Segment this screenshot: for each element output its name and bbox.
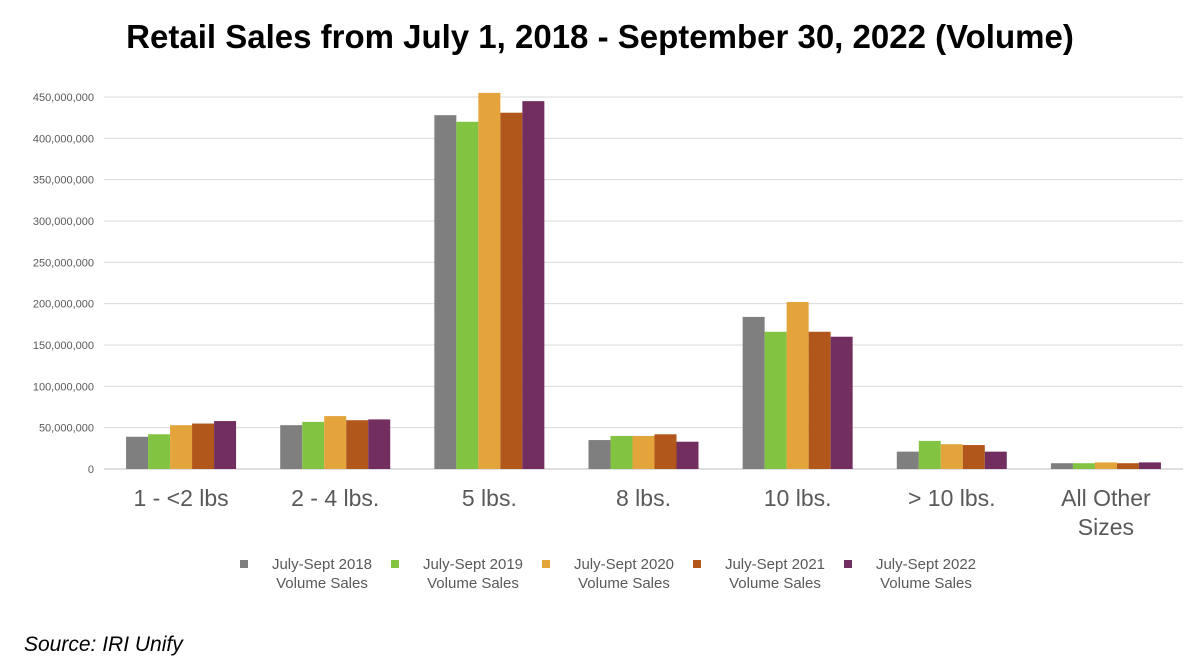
- y-tick-label: 300,000,000: [33, 216, 94, 228]
- y-tick-label: 150,000,000: [33, 340, 94, 352]
- legend-label: July-Sept 2018 Volume Sales: [271, 556, 373, 592]
- legend-label: July-Sept 2020 Volume Sales: [573, 556, 675, 592]
- bar: [170, 425, 193, 469]
- bar: [126, 436, 149, 469]
- bar: [764, 331, 787, 469]
- bar: [192, 423, 215, 469]
- bar: [654, 434, 677, 469]
- bar: [808, 331, 831, 469]
- bar: [148, 434, 171, 469]
- bar: [940, 444, 963, 469]
- bar: [918, 440, 941, 469]
- x-tick-label: 2 - 4 lbs.: [291, 485, 379, 511]
- bar: [478, 92, 501, 469]
- bar: [830, 336, 853, 469]
- bar: [786, 302, 809, 469]
- legend-swatch: [542, 560, 550, 568]
- x-tick-label: 5 lbs.: [462, 485, 517, 511]
- y-tick-label: 450,000,000: [33, 92, 94, 104]
- y-tick-label: 100,000,000: [33, 381, 94, 393]
- legend-label: July-Sept 2021 Volume Sales: [724, 556, 826, 592]
- bar: [456, 121, 479, 470]
- y-tick-label: 200,000,000: [33, 299, 94, 311]
- legend-swatch: [391, 560, 399, 568]
- bar: [1050, 463, 1073, 469]
- bar: [500, 112, 523, 469]
- x-tick-label: > 10 lbs.: [908, 485, 996, 511]
- legend-swatch: [693, 560, 701, 568]
- x-tick-label: 10 lbs.: [764, 485, 832, 511]
- bar: [324, 416, 347, 469]
- y-tick-label: 400,000,000: [33, 133, 94, 145]
- legend: July-Sept 2018 Volume Sales July-Sept 201…: [240, 555, 1000, 595]
- bar: [522, 101, 545, 469]
- bar: [302, 421, 325, 469]
- bar: [984, 451, 1007, 469]
- legend-label: July-Sept 2022 Volume Sales: [875, 556, 977, 592]
- legend-swatch: [240, 560, 248, 568]
- bar: [632, 435, 655, 469]
- bar: [434, 115, 457, 469]
- bar: [214, 421, 237, 469]
- bar: [1094, 462, 1117, 469]
- bar: [1072, 463, 1095, 469]
- x-tick-label: All Other Sizes: [1061, 485, 1151, 540]
- x-tick-label: 8 lbs.: [616, 485, 671, 511]
- bar: [610, 435, 633, 469]
- bar: [742, 316, 765, 469]
- bar: [962, 445, 985, 469]
- y-tick-label: 0: [88, 464, 94, 476]
- bar: [676, 441, 699, 469]
- chart-title: Retail Sales from July 1, 2018 - Septemb…: [126, 18, 1074, 55]
- legend-swatch: [844, 560, 852, 568]
- bar: [896, 451, 919, 469]
- source-note: Source: IRI Unify: [24, 633, 183, 656]
- bar: [280, 425, 303, 469]
- y-tick-label: 350,000,000: [33, 175, 94, 187]
- bar: [1138, 462, 1161, 469]
- bar: [368, 419, 391, 469]
- bar: [588, 440, 611, 469]
- y-tick-label: 250,000,000: [33, 257, 94, 269]
- bar: [346, 420, 369, 469]
- legend-label: July-Sept 2019 Volume Sales: [422, 556, 524, 592]
- y-tick-label: 50,000,000: [39, 423, 94, 435]
- x-tick-label: 1 - <2 lbs: [133, 485, 228, 511]
- bar: [1116, 463, 1139, 469]
